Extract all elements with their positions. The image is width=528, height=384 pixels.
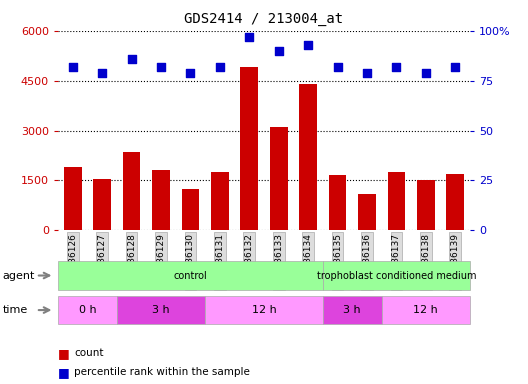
- Text: percentile rank within the sample: percentile rank within the sample: [74, 367, 250, 377]
- Bar: [270, 127, 288, 230]
- Text: ■: ■: [58, 347, 70, 360]
- Point: [304, 41, 313, 48]
- Point: [451, 64, 459, 70]
- Point: [245, 34, 253, 40]
- Bar: [123, 152, 140, 230]
- Text: 3 h: 3 h: [343, 305, 361, 315]
- Bar: [240, 67, 258, 230]
- Point: [333, 64, 342, 70]
- Bar: [299, 84, 317, 230]
- Point: [392, 64, 401, 70]
- Bar: [182, 189, 199, 230]
- Point: [127, 56, 136, 62]
- Bar: [93, 179, 111, 230]
- Bar: [152, 170, 170, 230]
- Text: 12 h: 12 h: [413, 305, 438, 315]
- Text: 0 h: 0 h: [79, 305, 96, 315]
- Text: GDS2414 / 213004_at: GDS2414 / 213004_at: [184, 12, 344, 25]
- Text: control: control: [174, 270, 208, 281]
- Point: [98, 70, 107, 76]
- Text: count: count: [74, 348, 103, 358]
- Bar: [64, 167, 82, 230]
- Bar: [329, 175, 346, 230]
- Bar: [417, 180, 435, 230]
- Text: agent: agent: [3, 270, 35, 281]
- Point: [275, 48, 283, 54]
- Point: [363, 70, 371, 76]
- Point: [186, 70, 195, 76]
- Text: trophoblast conditioned medium: trophoblast conditioned medium: [317, 270, 476, 281]
- Bar: [388, 172, 405, 230]
- Bar: [211, 172, 229, 230]
- Text: time: time: [3, 305, 28, 315]
- Bar: [446, 174, 464, 230]
- Text: 3 h: 3 h: [152, 305, 170, 315]
- Text: ■: ■: [58, 366, 70, 379]
- Point: [157, 64, 165, 70]
- Point: [421, 70, 430, 76]
- Point: [69, 64, 77, 70]
- Text: 12 h: 12 h: [252, 305, 276, 315]
- Point: [215, 64, 224, 70]
- Bar: [358, 194, 376, 230]
